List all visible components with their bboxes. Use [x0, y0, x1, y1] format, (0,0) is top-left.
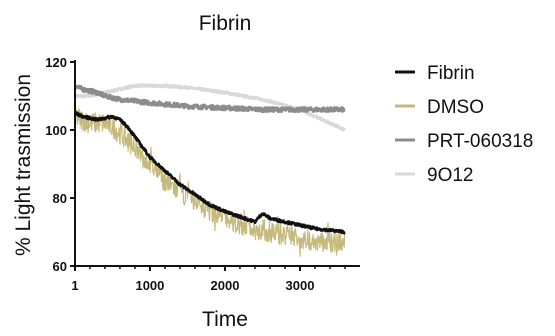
legend-label: PRT-060318	[427, 131, 533, 152]
x-tick-label: 1000	[135, 278, 164, 293]
legend-label: DMSO	[427, 97, 484, 118]
axes-layer: 60 80 100 120 1 1000 2000 3000	[45, 55, 360, 293]
series-line-prt-060318	[74, 84, 346, 114]
chart-title: Fibrin	[199, 12, 252, 35]
series-layer	[73, 83, 346, 257]
legend-item: Fibrin	[395, 63, 475, 84]
x-axis-label: Time	[202, 308, 248, 331]
legend: Fibrin DMSO PRT-060318 9O12	[395, 63, 533, 186]
y-tick-label: 60	[53, 259, 67, 274]
legend-label: Fibrin	[427, 63, 475, 84]
y-axis-label: % Light trasmission	[12, 74, 35, 256]
series-line-fibrin	[74, 111, 346, 235]
y-tick-label: 120	[45, 55, 67, 70]
x-tick-label: 3000	[286, 278, 315, 293]
legend-item: 9O12	[395, 165, 473, 186]
legend-item: DMSO	[395, 97, 484, 118]
legend-label: 9O12	[427, 165, 473, 186]
series-line-dmso	[74, 105, 346, 257]
x-tick-label: 2000	[211, 278, 240, 293]
x-tick-label: 1	[71, 278, 78, 293]
legend-item: PRT-060318	[395, 131, 533, 152]
y-tick-label: 80	[53, 191, 67, 206]
y-tick-label: 100	[45, 123, 67, 138]
